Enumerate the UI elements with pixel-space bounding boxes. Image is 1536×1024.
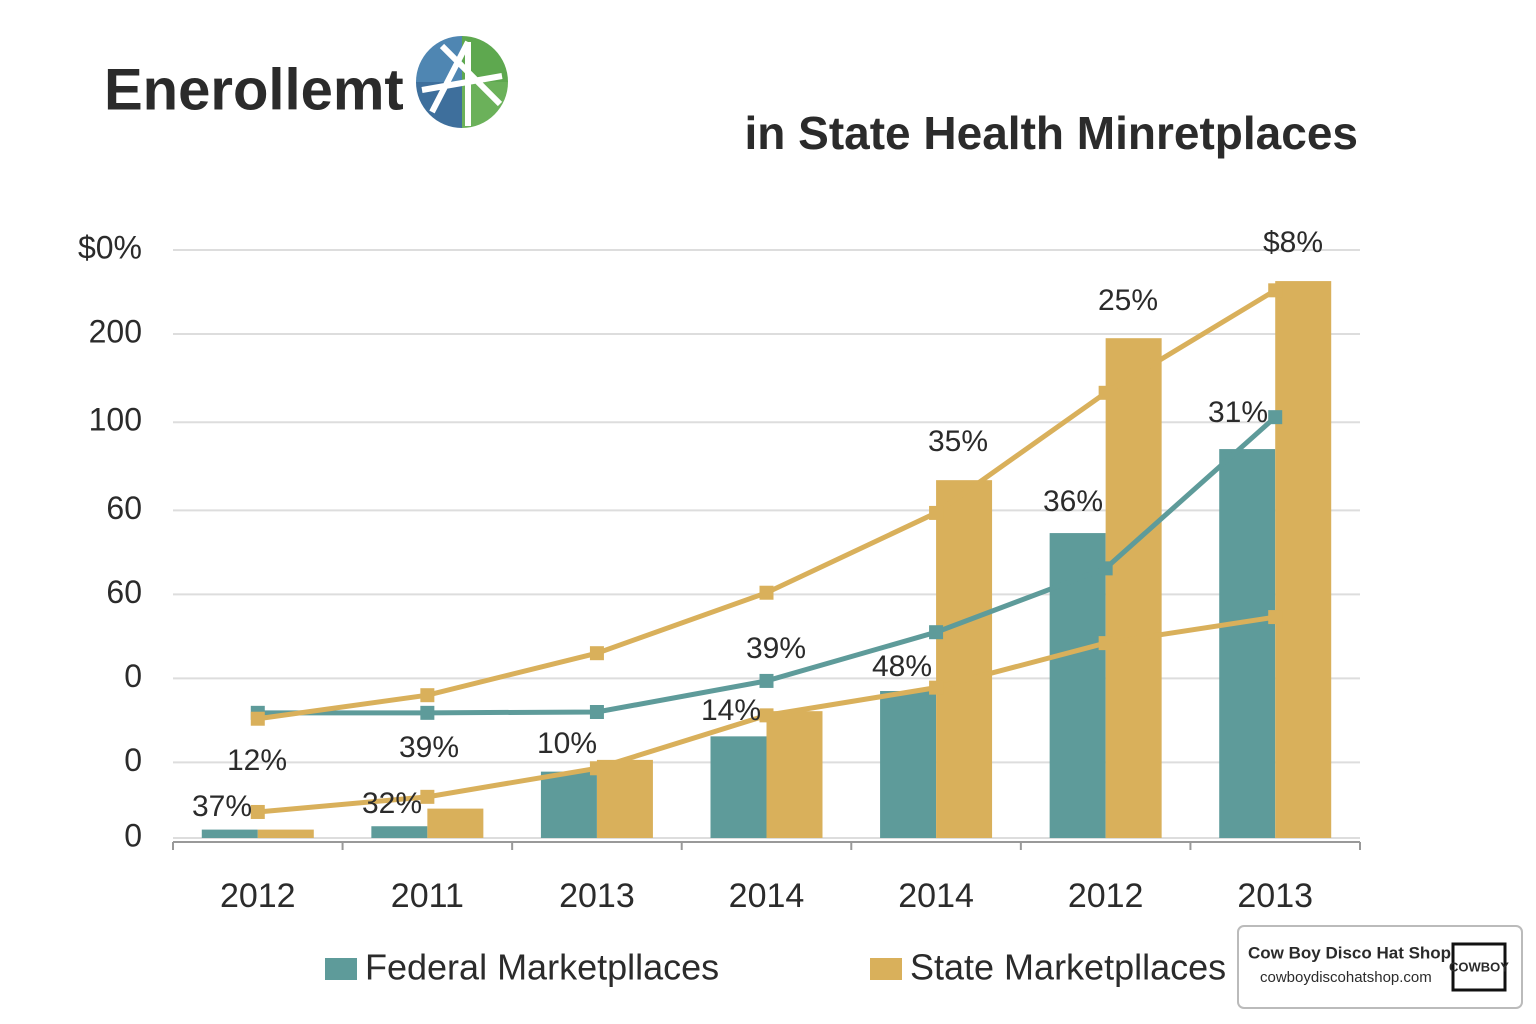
annotation: 10%: [537, 727, 597, 760]
legend-label: State Marketpllaces: [910, 947, 1226, 988]
bar: [766, 711, 823, 838]
bar: [880, 691, 937, 838]
line-marker: [420, 688, 435, 703]
y-tick-label: 100: [89, 402, 142, 438]
annotation: 48%: [872, 650, 932, 683]
x-tick-label: 2013: [559, 877, 635, 915]
line-marker: [589, 705, 604, 719]
line-marker: [589, 761, 604, 776]
line-marker: [1098, 561, 1113, 576]
bar: [710, 736, 767, 838]
legend-swatch: [870, 958, 902, 980]
annotation: 39%: [399, 731, 459, 764]
annotation: $8%: [1263, 226, 1323, 259]
x-tick-label: 2014: [729, 877, 805, 915]
x-tick-label: 2014: [898, 877, 974, 915]
bar: [371, 826, 428, 838]
bar: [1275, 281, 1332, 839]
bar: [201, 829, 258, 838]
annotation: 36%: [1043, 485, 1103, 518]
chart-title: Enerollemt: [104, 57, 404, 122]
y-tick-label: 0: [124, 817, 142, 853]
line-marker: [759, 708, 774, 723]
watermark-url: cowboydiscohatshop.com: [1260, 969, 1432, 986]
line-marker: [250, 711, 265, 726]
bar: [596, 759, 653, 838]
x-tick-label: 2012: [1068, 877, 1144, 915]
chart-subtitle: in State Health Minretplaces: [745, 107, 1359, 159]
y-tick-label: $0%: [78, 229, 142, 265]
line-marker: [929, 680, 944, 695]
bar: [427, 808, 484, 838]
watermark-logo: COWBOY: [1449, 959, 1509, 974]
line-marker: [929, 505, 944, 520]
line-marker: [1268, 283, 1283, 298]
bar: [1105, 338, 1162, 838]
y-tick-label: 0: [124, 742, 142, 778]
line-marker: [589, 646, 604, 661]
legend-label: Federal Marketpllaces: [365, 947, 719, 988]
line-marker: [1268, 410, 1283, 425]
x-tick-label: 2013: [1237, 877, 1313, 915]
x-tick-label: 2011: [391, 877, 464, 915]
bar: [540, 771, 597, 838]
annotation: 25%: [1098, 284, 1158, 317]
annotation: 39%: [746, 632, 806, 665]
annotation: 14%: [701, 694, 761, 727]
annotation: 37%: [192, 790, 252, 823]
line-marker: [420, 789, 435, 804]
logo: [416, 36, 508, 128]
x-tick-label: 2012: [220, 877, 296, 915]
y-tick-label: 0: [124, 658, 142, 694]
annotation: 12%: [227, 744, 287, 777]
bar: [257, 829, 314, 838]
line-marker: [1268, 610, 1283, 625]
line-marker: [759, 585, 774, 600]
bar: [936, 480, 993, 838]
y-tick-label: 60: [106, 574, 142, 610]
bar: [1219, 449, 1276, 838]
line-marker: [759, 673, 774, 688]
line-marker: [250, 804, 265, 819]
line-marker: [929, 625, 944, 640]
annotation: 32%: [362, 787, 422, 820]
line-marker: [420, 705, 435, 720]
legend-swatch: [325, 958, 357, 980]
annotation: 31%: [1208, 396, 1268, 429]
watermark-name: Cow Boy Disco Hat Shop: [1248, 943, 1451, 962]
line-marker: [1098, 385, 1113, 400]
watermark: Cow Boy Disco Hat Shop cowboydiscohatsho…: [1237, 925, 1523, 1009]
annotation: 35%: [928, 425, 988, 458]
y-tick-label: 200: [89, 313, 142, 349]
y-tick-label: 60: [106, 490, 142, 526]
line-marker: [1098, 636, 1113, 651]
